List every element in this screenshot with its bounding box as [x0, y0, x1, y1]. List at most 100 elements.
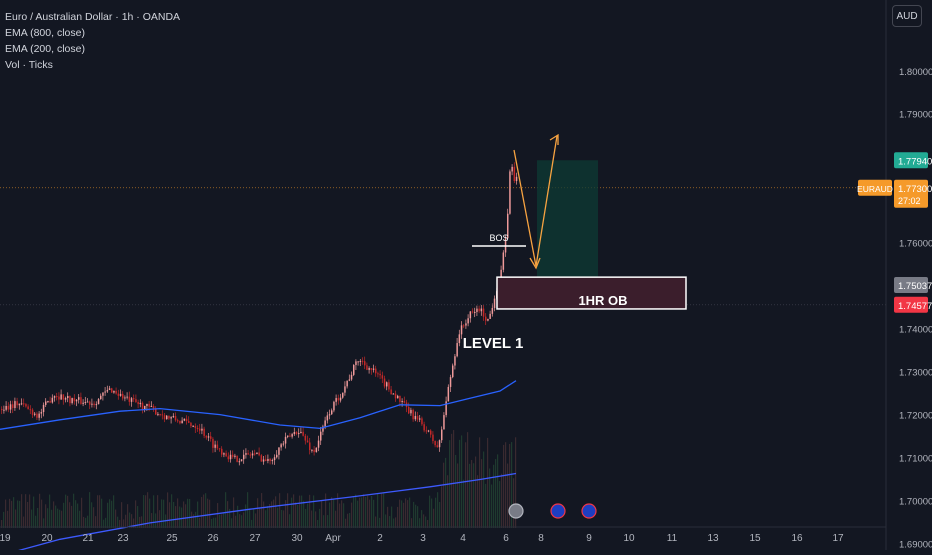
volume-bar — [269, 504, 271, 528]
volume-bar — [499, 481, 501, 528]
candles — [1, 162, 518, 466]
candle-body — [381, 375, 384, 379]
candle-body — [102, 392, 104, 396]
volume-bar — [211, 518, 213, 528]
volume-bar — [275, 496, 277, 528]
volume-bar — [141, 516, 143, 528]
level-price-tag[interactable] — [894, 277, 928, 294]
candle-body — [139, 402, 142, 405]
volume-bar — [483, 451, 485, 528]
ema800-legend[interactable]: EMA (800, close) — [5, 27, 85, 39]
candle-body — [256, 452, 258, 454]
candle-body — [317, 440, 320, 448]
x-tick-label: 8 — [538, 533, 544, 544]
volume-bar — [515, 437, 517, 528]
volume-bar — [467, 432, 469, 528]
volume-bar — [293, 494, 295, 528]
volume-bar — [393, 518, 395, 528]
candle-body — [412, 409, 414, 420]
volume-bar — [455, 454, 457, 528]
candle-body — [86, 401, 89, 403]
volume-bar — [425, 516, 427, 528]
volume-bar — [431, 498, 433, 528]
order-block-zone[interactable] — [496, 276, 687, 310]
volume-bar — [245, 504, 247, 528]
candle-body — [447, 386, 450, 402]
volume-bar — [291, 497, 293, 528]
candle-body — [170, 417, 172, 419]
volume-bar — [361, 497, 363, 528]
volume-bar — [469, 463, 471, 528]
volume-bar — [251, 519, 253, 528]
volume-bar — [169, 502, 171, 528]
candle-body — [234, 455, 236, 457]
volume-legend[interactable]: Vol · Ticks — [5, 59, 53, 71]
candle-body — [240, 459, 243, 462]
candle-body — [313, 449, 315, 453]
current-price-tag[interactable] — [894, 179, 928, 208]
volume-bar — [33, 496, 35, 528]
candle-body — [25, 404, 27, 407]
volume-bar — [385, 514, 387, 528]
flash-icon[interactable] — [508, 503, 524, 519]
eu-flag-icon[interactable] — [550, 503, 566, 519]
symbol-tag[interactable] — [858, 179, 892, 196]
candle-body — [348, 379, 351, 381]
volume-bar — [7, 510, 9, 528]
candle-body — [324, 420, 326, 427]
candle-body — [1, 409, 3, 411]
candle-body — [322, 426, 324, 432]
candle-body — [157, 413, 159, 415]
x-tick-label: 25 — [166, 533, 178, 544]
candle-body — [194, 426, 197, 429]
low-price-tag[interactable] — [894, 296, 928, 313]
volume-bar — [15, 509, 17, 528]
candle-body — [397, 395, 399, 399]
volume-bar — [297, 504, 299, 528]
candle-body — [135, 399, 137, 403]
bos-label: BOS — [489, 233, 508, 243]
projection-arrow[interactable] — [513, 135, 558, 267]
volume-bar — [473, 463, 475, 528]
volume-bar — [287, 493, 289, 528]
volume-bar — [435, 497, 437, 528]
candle-body — [27, 406, 29, 410]
ema200-legend[interactable]: EMA (200, close) — [5, 43, 85, 55]
candle-body — [84, 402, 87, 404]
candle-body — [443, 415, 445, 430]
volume-bar — [317, 519, 319, 528]
au-flag-icon[interactable] — [581, 503, 597, 519]
candle-body — [344, 386, 346, 393]
volume-bar — [11, 500, 13, 528]
volume-bar — [129, 512, 131, 528]
target-zone[interactable] — [537, 160, 598, 285]
candle-body — [346, 380, 348, 387]
volume-bar — [147, 492, 149, 528]
candle-body — [509, 171, 511, 214]
candle-body — [315, 447, 318, 453]
high-price-tag[interactable] — [894, 152, 928, 169]
symbol-title[interactable]: Euro / Australian Dollar · 1h · OANDA — [5, 11, 181, 23]
x-tick-label: 16 — [791, 533, 803, 544]
currency-button[interactable]: AUD — [892, 5, 922, 27]
candle-body — [359, 360, 362, 362]
candle-body — [258, 452, 260, 456]
volume-bar — [177, 498, 179, 528]
volume-bar — [35, 515, 37, 528]
volume-bar — [513, 478, 515, 528]
volume-bar — [325, 493, 327, 528]
volume-bar — [3, 511, 5, 528]
volume-bar — [375, 516, 377, 528]
candle-body — [93, 403, 95, 406]
candle-body — [326, 415, 329, 421]
candle-body — [309, 442, 311, 451]
candle-body — [408, 407, 410, 414]
y-tick-label: 1.69000 — [899, 539, 932, 550]
candle-body — [97, 399, 100, 405]
volume-bar — [125, 514, 127, 528]
volume-bar — [253, 508, 255, 528]
annotations[interactable]: 1HR OB BOS LEVEL 1 — [0, 133, 886, 519]
volume-bar — [305, 508, 307, 528]
